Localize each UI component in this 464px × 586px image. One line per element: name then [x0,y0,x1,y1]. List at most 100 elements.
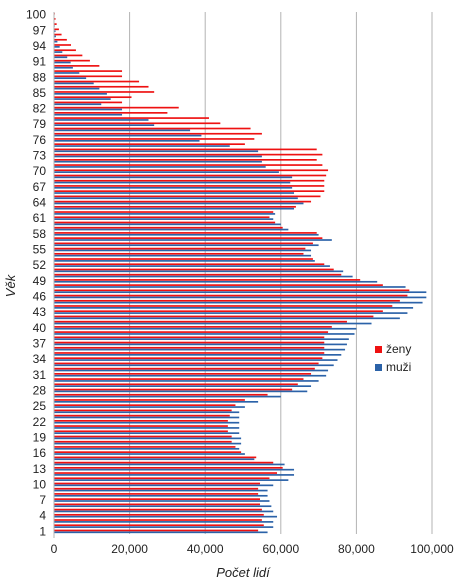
bar-muzi-49 [54,280,378,283]
bar-zeny-73 [54,153,323,156]
y-tick-label: 34 [33,352,47,366]
bar-zeny-38 [54,336,325,339]
bar-zeny-22 [54,420,228,422]
x-tick-labels: 0 20,000 40,000 60,000 80,000 100,000 [51,542,454,556]
bar-muzi-27 [54,395,281,398]
bar-muzi-38 [54,338,349,341]
bar-zeny-39 [54,331,329,333]
bar-muzi-19 [54,437,242,440]
bar-zeny-96 [54,33,62,36]
bar-muzi-28 [54,390,308,393]
bar-muzi-44 [54,307,414,309]
bar-zeny-5 [54,508,262,511]
y-tick-label: 82 [33,102,47,116]
y-tick-label: 76 [33,133,47,147]
x-tick-label: 40,000 [187,542,224,556]
bar-zeny-55 [54,247,306,250]
bar-muzi-87 [54,82,94,85]
bar-zeny-12 [54,472,278,474]
bar-muzi-39 [54,333,355,335]
bar-zeny-60 [54,221,276,224]
bar-zeny-29 [54,383,298,386]
bar-zeny-17 [54,446,236,448]
bar-muzi-91 [54,61,71,64]
bar-zeny-63 [54,205,296,208]
bar-zeny-48 [54,284,383,286]
bar-zeny-98 [54,23,57,25]
bar-zeny-52 [54,263,325,266]
bar-zeny-87 [54,80,140,83]
y-tick-label: 100 [26,8,46,22]
bar-zeny-72 [54,159,317,161]
bar-muzi-21 [54,427,240,429]
bar-zeny-7 [54,498,261,500]
bar-zeny-74 [54,148,317,151]
bar-muzi-54 [54,254,312,257]
bar-muzi-9 [54,489,268,492]
bar-zeny-90 [54,65,100,67]
bar-zeny-84 [54,96,132,99]
y-tick-label: 4 [39,509,46,523]
bar-zeny-34 [54,357,323,360]
bar-muzi-88 [54,77,87,80]
bar-zeny-14 [54,461,274,464]
bar-muzi-69 [54,176,293,179]
y-tick-label: 7 [39,493,46,507]
bar-muzi-31 [54,374,327,377]
bar-muzi-55 [54,249,312,252]
bar-muzi-29 [54,385,312,387]
x-tick-label: 20,000 [111,542,148,556]
y-tick-label: 46 [33,289,47,303]
bar-zeny-54 [54,252,304,255]
y-tick-label: 85 [33,86,47,100]
bar-zeny-78 [54,127,251,130]
bar-zeny-45 [54,299,400,302]
x-tick-label: 100,000 [410,542,454,556]
bar-muzi-59 [54,228,289,231]
bar-zeny-95 [54,38,67,41]
bar-zeny-26 [54,399,245,401]
bar-zeny-47 [54,289,410,292]
y-tick-label: 67 [33,180,47,194]
bars [54,12,427,534]
bar-muzi-16 [54,453,245,455]
bar-muzi-42 [54,317,400,320]
y-tick-label: 22 [33,415,47,429]
bar-muzi-61 [54,218,274,220]
bar-zeny-94 [54,44,72,46]
bar-zeny-25 [54,404,236,407]
bar-muzi-50 [54,275,353,278]
bar-muzi-74 [54,150,259,153]
bar-zeny-33 [54,362,319,365]
bar-muzi-40 [54,327,357,330]
bar-muzi-35 [54,354,342,356]
bar-zeny-99 [54,18,56,20]
y-tick-label: 94 [33,39,47,53]
bar-muzi-1 [54,531,268,534]
bar-zeny-56 [54,242,313,245]
bar-muzi-66 [54,192,295,194]
bar-muzi-47 [54,291,427,294]
bar-zeny-10 [54,482,261,485]
y-tick-label: 88 [33,70,47,84]
bar-zeny-8 [54,493,259,495]
bar-zeny-37 [54,341,325,344]
bar-zeny-20 [54,430,228,433]
bar-zeny-88 [54,75,123,78]
bar-muzi-2 [54,526,274,528]
bar-zeny-85 [54,91,155,93]
bar-zeny-19 [54,435,232,438]
y-tick-label: 61 [33,211,47,225]
bar-muzi-11 [54,479,289,481]
bar-zeny-67 [54,185,325,187]
bar-zeny-16 [54,451,242,453]
bar-muzi-81 [54,113,123,116]
bar-muzi-89 [54,72,80,74]
legend-label-muzi: muži [386,360,411,374]
bar-zeny-62 [54,211,274,213]
bar-muzi-37 [54,343,347,346]
y-tick-label: 16 [33,446,47,460]
y-tick-label: 58 [33,227,47,241]
bar-muzi-57 [54,239,332,241]
y-tick-label: 19 [33,430,47,444]
